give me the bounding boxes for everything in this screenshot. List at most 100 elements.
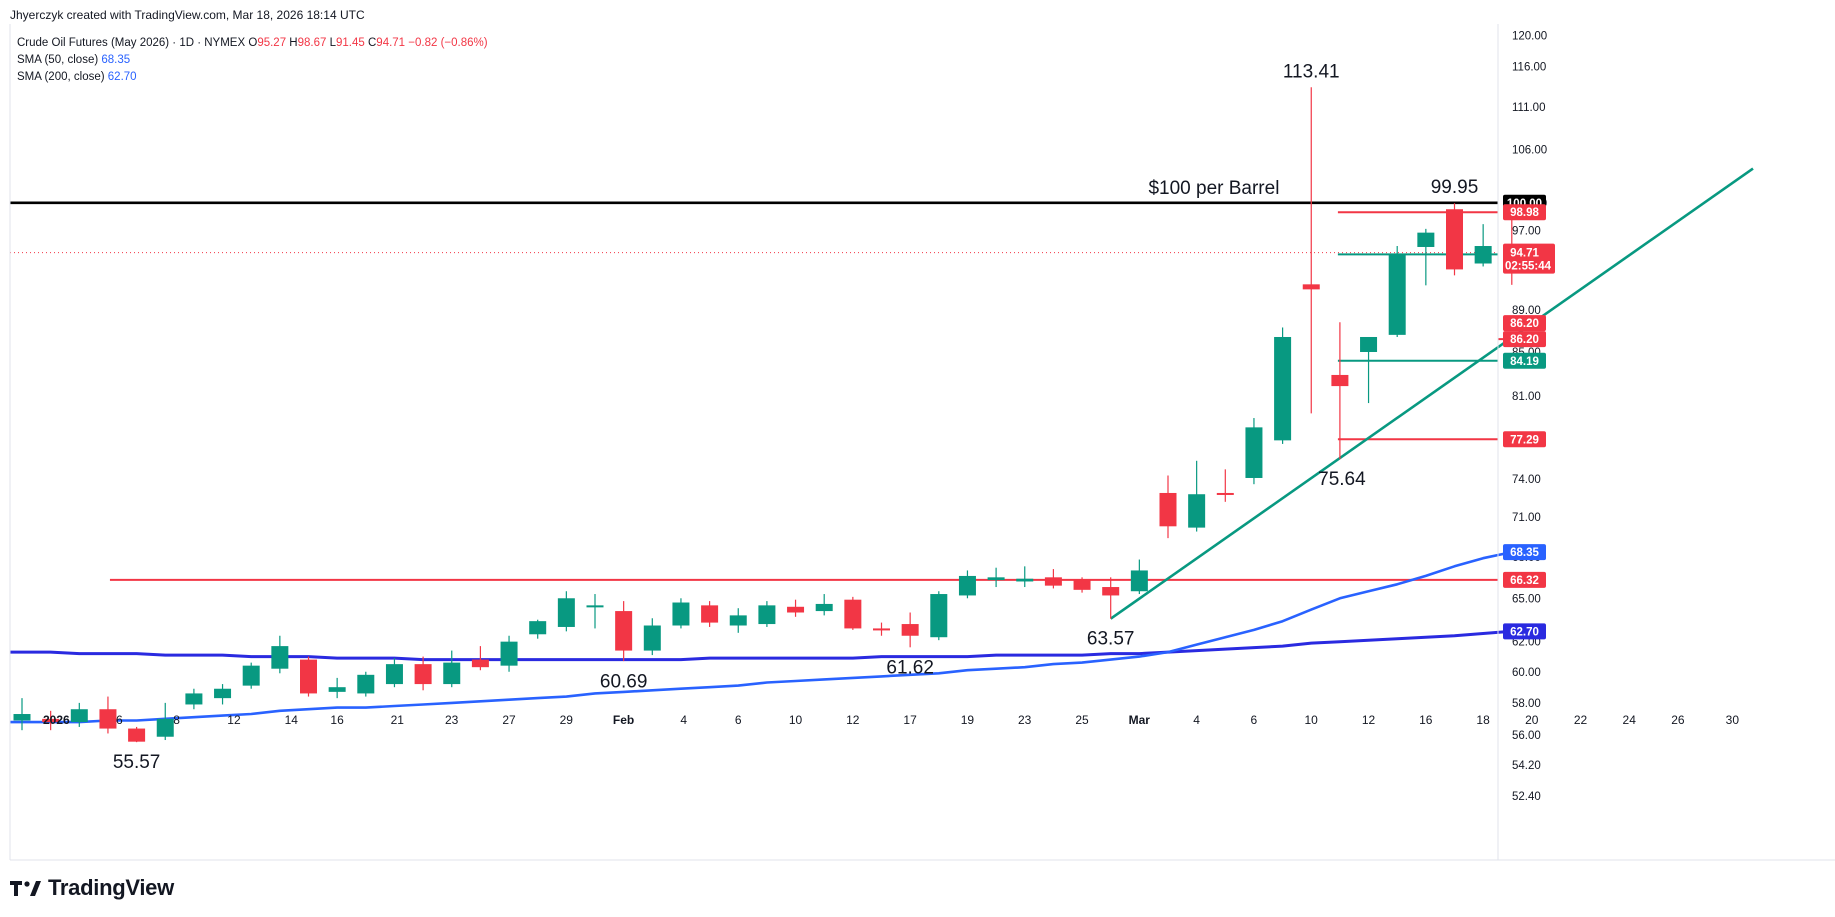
candle	[214, 684, 232, 705]
candle-body	[471, 659, 489, 668]
candle	[930, 591, 948, 641]
price-annotation: 75.64	[1318, 469, 1366, 490]
candle-body	[1302, 284, 1320, 290]
candle	[901, 612, 919, 648]
x-tick-label: 4	[1193, 713, 1200, 727]
candle	[586, 594, 604, 629]
x-tick-label: 24	[1623, 713, 1637, 727]
candle-body	[1360, 336, 1378, 352]
candle-body	[1417, 232, 1435, 247]
price-annotation: 55.57	[113, 752, 161, 773]
sma200-value: 62.70	[107, 71, 137, 83]
sma200-line	[10, 629, 1512, 662]
candle-body	[1073, 580, 1091, 590]
candle-body	[99, 709, 117, 729]
candle	[1302, 87, 1320, 414]
candles	[13, 87, 1521, 743]
x-tick-label: 16	[1419, 713, 1433, 727]
candle-body	[300, 659, 317, 694]
sma-badge-text: 68.35	[1510, 547, 1539, 559]
candle-body	[1188, 494, 1206, 528]
y-tick-label: 97.00	[1512, 226, 1541, 238]
candle-body	[70, 709, 88, 723]
x-tick-label: 4	[680, 713, 687, 727]
candle	[1331, 322, 1349, 460]
x-tick-label: 25	[1075, 713, 1089, 727]
y-tick-label: 89.00	[1512, 305, 1541, 317]
price-badge-extra-bg	[1503, 315, 1546, 332]
y-tick-label: 116.00	[1512, 62, 1546, 74]
candle	[500, 635, 518, 672]
candle	[1188, 460, 1206, 532]
close-value: 94.71	[376, 37, 406, 49]
candle-body	[844, 599, 862, 629]
price-badge-text: 84.19	[1510, 356, 1539, 368]
sma50-value: 68.35	[101, 54, 131, 66]
candle-body	[1474, 246, 1492, 264]
sma50-line	[10, 550, 1513, 724]
price-badge-bg	[1503, 204, 1546, 221]
y-tick-label: 60.00	[1512, 667, 1541, 679]
price-badge-bg	[1503, 331, 1546, 348]
sma50-legend-row[interactable]: SMA (50, close) 68.35	[17, 52, 488, 69]
candle-body	[1159, 492, 1177, 527]
high-label: H	[289, 37, 298, 49]
candle-body	[1446, 209, 1463, 270]
candle	[787, 599, 805, 617]
candle	[271, 635, 289, 674]
candle	[615, 601, 633, 662]
candle	[13, 698, 31, 731]
candle	[758, 601, 776, 627]
x-tick-label: 27	[502, 713, 516, 727]
current-price-badge-bg	[1503, 243, 1555, 274]
candle-body	[815, 603, 833, 612]
price-badge-bg	[1503, 431, 1546, 448]
y-tick-label: 52.40	[1512, 791, 1541, 803]
symbol-title[interactable]: Crude Oil Futures (May 2026) · 1D · NYME…	[17, 37, 246, 49]
candle	[1446, 203, 1463, 276]
x-tick-label: 12	[846, 713, 860, 727]
x-tick-label: 6	[735, 713, 742, 727]
candle-body	[1130, 570, 1148, 592]
candle	[70, 702, 88, 727]
candle-body	[873, 628, 890, 631]
candle	[1245, 418, 1263, 485]
candle-body	[586, 605, 604, 608]
candle-body	[328, 687, 346, 692]
y-tick-label: 111.00	[1512, 102, 1545, 114]
candle-body	[643, 625, 661, 651]
candle-body	[1331, 374, 1349, 387]
candle	[300, 656, 317, 697]
x-tick-label: 6	[116, 713, 123, 727]
candle-body	[901, 624, 919, 636]
price-badge-text: 66.32	[1510, 575, 1539, 587]
candle-body	[529, 621, 547, 635]
x-tick-label: Feb	[613, 713, 634, 727]
current-price-badge-text: 94.71	[1510, 248, 1539, 260]
candle	[1274, 327, 1292, 444]
price-badges: 100.0098.9894.5386.2084.1977.2966.3286.2…	[1503, 194, 1555, 640]
candle	[815, 594, 833, 616]
candle-body	[42, 718, 60, 723]
sma50-label: SMA (50, close)	[17, 54, 99, 66]
y-tick-label: 74.00	[1512, 474, 1541, 486]
price-annotation: $100 per Barrel	[1148, 178, 1279, 199]
ohlc-row[interactable]: Crude Oil Futures (May 2026) · 1D · NYME…	[17, 35, 488, 52]
tradingview-brand[interactable]: TradingView	[10, 875, 174, 901]
candle	[42, 710, 60, 731]
candle-body	[1044, 577, 1062, 586]
candle-body	[185, 693, 203, 705]
sma200-legend-row[interactable]: SMA (200, close) 62.70	[17, 69, 488, 86]
x-tick-label: 20	[1525, 713, 1539, 727]
candle	[385, 658, 403, 688]
brand-name: TradingView	[48, 875, 174, 900]
candle-body	[1245, 427, 1263, 478]
candle	[1102, 577, 1120, 619]
price-badge-bg	[1503, 352, 1546, 369]
price-annotation: 63.57	[1087, 629, 1135, 650]
candle-body	[1388, 254, 1406, 335]
x-tick-label: 29	[560, 713, 574, 727]
x-tick-label: 14	[285, 713, 299, 727]
x-tick-label: 26	[1671, 713, 1685, 727]
